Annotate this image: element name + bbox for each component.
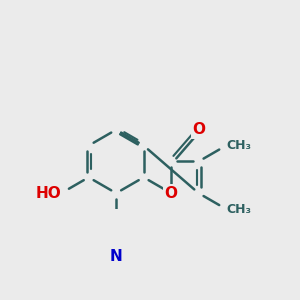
Text: O: O: [192, 122, 205, 137]
Text: N: N: [110, 249, 122, 264]
Text: CH₃: CH₃: [226, 202, 251, 216]
Text: HO: HO: [35, 186, 61, 201]
Text: O: O: [165, 186, 178, 201]
Text: CH₃: CH₃: [226, 139, 251, 152]
